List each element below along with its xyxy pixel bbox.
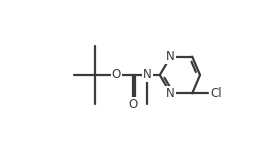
- Text: N: N: [143, 69, 152, 81]
- Text: O: O: [128, 98, 137, 111]
- Text: N: N: [166, 50, 175, 63]
- Text: O: O: [112, 69, 121, 81]
- Text: Cl: Cl: [210, 87, 222, 100]
- Text: N: N: [166, 87, 175, 100]
